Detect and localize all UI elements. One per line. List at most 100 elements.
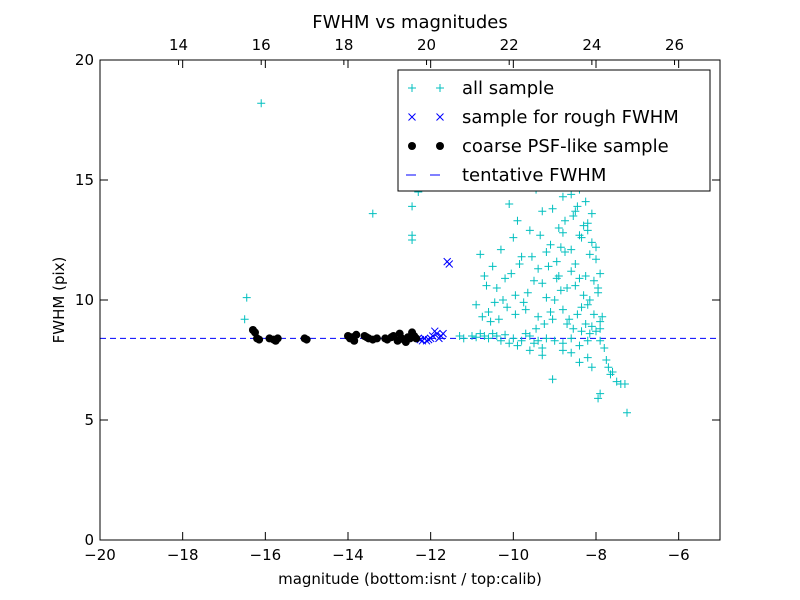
- y-tick-label: 20: [75, 51, 94, 69]
- coarse-psf-point: [251, 328, 259, 337]
- all-sample-point: [507, 269, 516, 278]
- all-sample-point: [521, 305, 530, 314]
- all-sample-point: [509, 334, 518, 343]
- legend-label-all-sample: all sample: [462, 78, 554, 99]
- all-sample-point: [592, 243, 600, 252]
- top-tick-label: 16: [252, 36, 271, 54]
- all-sample-point: [575, 358, 584, 367]
- all-sample-point: [511, 310, 520, 319]
- all-sample-point: [581, 197, 590, 206]
- all-sample-point: [242, 293, 251, 302]
- all-sample-point: [472, 333, 481, 342]
- all-sample-point: [488, 262, 497, 271]
- rough-fwhm-point: [430, 327, 439, 336]
- all-sample-point: [579, 221, 588, 230]
- all-sample-point: [542, 334, 551, 343]
- rough-fwhm-point: [445, 260, 454, 268]
- x-tick-label: −14: [332, 546, 364, 564]
- legend-box: [397, 69, 711, 192]
- legend-marker-all-sample: [436, 84, 444, 92]
- all-sample-point: [552, 274, 561, 283]
- coarse-psf-point: [273, 334, 282, 343]
- all-sample-point: [542, 248, 551, 256]
- all-sample-point: [598, 312, 607, 321]
- all-sample-point: [589, 310, 598, 319]
- all-sample-point: [525, 226, 534, 235]
- all-sample-point: [530, 339, 538, 348]
- all-sample-point: [563, 320, 572, 328]
- coarse-psf-point: [350, 336, 359, 345]
- all-sample-point: [558, 346, 567, 355]
- legend-label-tentative-fwhm: tentative FWHM: [462, 165, 606, 186]
- all-sample-point: [523, 288, 532, 297]
- all-sample-point: [534, 312, 543, 321]
- all-sample-point: [550, 336, 559, 345]
- all-sample-point: [548, 315, 557, 324]
- all-sample-point: [583, 336, 592, 345]
- y-tick-label: 10: [75, 291, 94, 309]
- all-sample-point: [604, 363, 613, 372]
- legend-markers: [406, 84, 446, 176]
- all-sample-point: [569, 212, 578, 220]
- top-tick-label: 20: [417, 36, 436, 54]
- top-tick-label: 18: [334, 36, 353, 54]
- all-sample-point: [612, 377, 621, 386]
- all-sample-point: [583, 226, 592, 235]
- all-sample-point: [517, 336, 526, 345]
- all-sample-point: [484, 308, 493, 316]
- legend-label-coarse-psf: coarse PSF-like sample: [462, 136, 669, 157]
- all-sample-point: [589, 276, 598, 285]
- top-tick-label: 24: [582, 36, 601, 54]
- all-sample-point: [476, 329, 485, 338]
- coarse-psf-point: [255, 335, 264, 344]
- all-sample-point: [548, 204, 557, 213]
- all-sample-point: [567, 348, 576, 357]
- all-sample-point: [482, 281, 491, 290]
- x-tick-label: −6: [668, 546, 690, 564]
- all-sample-point: [579, 291, 588, 300]
- all-sample-point: [573, 310, 582, 319]
- all-sample-point: [496, 245, 505, 254]
- all-sample-point: [550, 296, 559, 304]
- coarse-psf-point: [302, 335, 311, 344]
- all-sample-point: [563, 284, 572, 292]
- all-sample-point: [587, 209, 596, 218]
- all-sample-point: [567, 190, 576, 199]
- all-sample-point: [509, 233, 518, 242]
- all-sample-point: [521, 329, 530, 338]
- all-sample-point: [575, 341, 584, 350]
- all-sample-point: [561, 248, 569, 256]
- all-sample-point: [594, 284, 603, 292]
- all-sample-point: [476, 250, 485, 259]
- legend: all sample sample for rough FWHM coarse …: [397, 69, 711, 192]
- all-sample-point: [596, 324, 605, 333]
- all-sample-point: [534, 264, 543, 273]
- legend-marker-all-sample: [408, 84, 416, 92]
- all-sample-point: [587, 238, 596, 247]
- top-tick-label: 26: [665, 36, 684, 54]
- all-sample-point: [581, 320, 590, 328]
- x-axis-label: magnitude (bottom:isnt / top:calib): [278, 570, 542, 588]
- x-tick-label: −8: [585, 546, 607, 564]
- all-sample-point: [596, 317, 605, 326]
- all-sample-point: [480, 332, 489, 340]
- legend-marker-coarse-psf: [408, 142, 416, 150]
- all-sample-point: [459, 334, 468, 343]
- all-sample-point: [594, 394, 603, 403]
- all-sample-point: [571, 260, 580, 268]
- all-sample-point: [556, 243, 565, 252]
- all-sample-point: [585, 329, 594, 338]
- top-tick-label: 22: [500, 36, 519, 54]
- all-sample-point: [556, 286, 565, 295]
- all-sample-point: [503, 303, 512, 312]
- all-sample-point: [505, 339, 514, 348]
- all-sample-point: [532, 324, 541, 333]
- all-sample-point: [517, 252, 526, 261]
- all-sample-point: [577, 303, 586, 312]
- all-sample-point: [478, 312, 487, 321]
- all-sample-point: [546, 308, 555, 316]
- all-sample-point: [534, 336, 543, 345]
- series-layer: [240, 89, 631, 417]
- y-tick-label: 0: [84, 531, 94, 549]
- all-sample-point: [540, 320, 549, 328]
